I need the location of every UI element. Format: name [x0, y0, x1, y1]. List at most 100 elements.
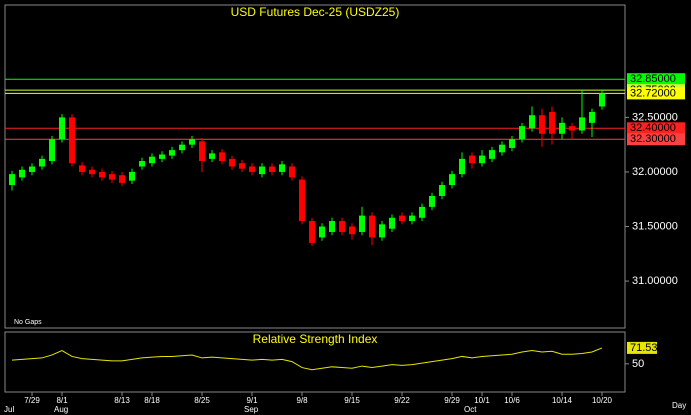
x-tick-label: 10/14 — [552, 396, 573, 405]
candle-body — [379, 224, 385, 238]
candle-body — [209, 153, 215, 159]
candle-body — [309, 221, 315, 243]
candle-body — [549, 111, 555, 134]
candle-body — [89, 169, 95, 175]
candle-body — [49, 139, 55, 162]
x-tick-label: 9/8 — [296, 396, 308, 405]
candle-body — [289, 166, 295, 178]
candle-body — [599, 93, 605, 107]
rsi-title: Relative Strength Index — [253, 332, 378, 346]
level-box — [627, 87, 685, 100]
y-tick-label: 31.00000 — [632, 275, 678, 287]
x-tick-label: 9/1 — [246, 396, 258, 405]
candle-body — [409, 215, 415, 222]
month-label: Jul — [4, 405, 14, 414]
rsi-box — [627, 341, 657, 354]
candle-body — [9, 174, 15, 186]
candle-body — [149, 156, 155, 164]
note: No Gaps — [14, 319, 42, 326]
level-box — [627, 122, 685, 135]
y-tick-label: 50 — [632, 358, 644, 370]
candle-body — [99, 171, 105, 178]
candle-body — [19, 169, 25, 178]
x-tick-label: 9/15 — [344, 396, 360, 405]
candle-body — [479, 155, 485, 164]
rsi-line — [11, 347, 603, 371]
level-label: 32.30000 — [630, 133, 676, 145]
candle-body — [319, 226, 325, 238]
candle-body — [399, 215, 405, 222]
month-label: Oct — [464, 405, 477, 414]
candle-body — [519, 126, 525, 140]
x-unit: Day — [672, 401, 686, 410]
candle-body — [589, 111, 595, 123]
candle-body — [459, 158, 465, 175]
candle-body — [579, 117, 585, 131]
level-box — [627, 73, 685, 86]
x-tick-label: 10/20 — [592, 396, 613, 405]
candle-body — [219, 152, 225, 162]
x-tick-label: 8/1 — [56, 396, 68, 405]
level-label: 32.85000 — [630, 73, 676, 85]
candle-body — [169, 150, 175, 156]
candle-body — [199, 141, 205, 162]
rsi-frame — [4, 331, 626, 393]
x-tick-label: 10/1 — [474, 396, 490, 405]
x-tick-label: 9/29 — [444, 396, 460, 405]
candle-body — [529, 115, 535, 129]
x-tick-label: 8/25 — [194, 396, 210, 405]
candle-body — [159, 154, 165, 159]
candle-body — [539, 115, 545, 134]
candle-body — [429, 195, 435, 207]
x-tick-label: 10/6 — [504, 396, 520, 405]
candle-body — [469, 155, 475, 164]
x-tick-label: 7/29 — [24, 396, 40, 405]
chart-title: USD Futures Dec-25 (USDZ25) — [231, 5, 400, 19]
candle-body — [449, 174, 455, 186]
y-tick-label: 31.50000 — [632, 220, 678, 232]
candle-body — [69, 117, 75, 164]
candle-body — [39, 158, 45, 167]
candle-body — [139, 161, 145, 167]
candle-body — [299, 179, 305, 222]
candle-body — [359, 215, 365, 232]
y-tick-label: 32.00000 — [632, 166, 678, 178]
candle-body — [339, 221, 345, 232]
rsi-value-label: 71.53 — [630, 342, 658, 354]
candle-body — [79, 165, 85, 172]
candle-body — [179, 144, 185, 151]
candle-body — [189, 139, 195, 145]
candle-body — [499, 144, 505, 153]
candle-body — [259, 166, 265, 175]
x-tick-label: 8/18 — [144, 396, 160, 405]
candle-body — [489, 150, 495, 159]
candle-body — [559, 122, 565, 134]
candle-body — [229, 158, 235, 167]
candle-body — [439, 185, 445, 196]
candle-body — [109, 174, 115, 180]
candle-body — [119, 175, 125, 183]
candle-body — [129, 171, 135, 181]
month-label: Aug — [54, 405, 68, 414]
candle-body — [389, 217, 395, 229]
level-box — [627, 133, 685, 146]
candle-body — [59, 117, 65, 140]
candle-body — [29, 166, 35, 172]
candle-body — [369, 215, 375, 238]
candle-body — [419, 206, 425, 218]
level-label: 32.40000 — [630, 122, 676, 134]
x-tick-label: 9/22 — [394, 396, 410, 405]
candle-body — [249, 166, 255, 172]
candle-body — [349, 226, 355, 235]
price-frame — [4, 4, 626, 329]
x-tick-label: 8/13 — [114, 396, 130, 405]
candle-body — [509, 139, 515, 148]
candle-body — [269, 166, 275, 172]
candle-body — [239, 163, 245, 169]
level-label: 32.72000 — [630, 87, 676, 99]
candle-body — [329, 221, 335, 232]
y-tick-label: 32.50000 — [632, 111, 678, 123]
candle-body — [569, 126, 575, 131]
candle-body — [279, 164, 285, 172]
